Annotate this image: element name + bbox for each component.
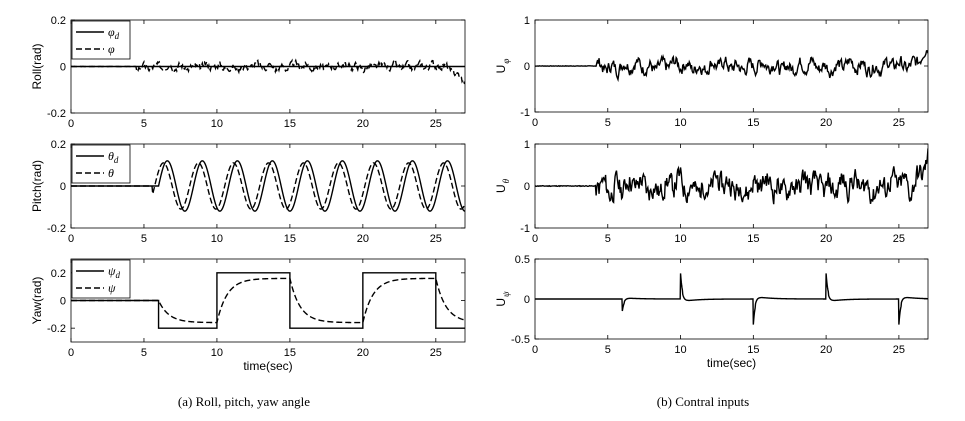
y-axis-label: Uφ: [494, 59, 511, 74]
legend-box: [71, 144, 131, 184]
y-tick-label: 1: [524, 15, 530, 27]
x-tick-label: 0: [532, 233, 538, 245]
series-line-1: [535, 49, 928, 83]
y-tick-label: 0: [524, 61, 530, 73]
x-tick-label: 0: [68, 347, 74, 359]
x-tick-label: 25: [893, 344, 905, 356]
x-axis-label: time(sec): [707, 356, 756, 370]
x-tick-label: 15: [284, 347, 296, 359]
x-tick-label: 25: [893, 117, 905, 129]
x-tick-label: 15: [747, 233, 759, 245]
x-tick-label: 15: [284, 233, 296, 245]
x-tick-label: 20: [820, 117, 832, 129]
legend-label: θd: [108, 149, 119, 165]
x-tick-label: 20: [357, 118, 369, 130]
x-tick-label: 15: [747, 344, 759, 356]
x-tick-label: 15: [747, 117, 759, 129]
y-tick-label: -1: [520, 223, 530, 235]
x-tick-label: 10: [211, 347, 223, 359]
x-tick-label: 10: [211, 233, 223, 245]
x-tick-label: 20: [820, 233, 832, 245]
x-tick-label: 0: [68, 118, 74, 130]
y-axis-label: Uψ: [494, 291, 511, 307]
series-line-1: [535, 273, 928, 325]
y-tick-label: -0.5: [511, 334, 530, 346]
y-tick-label: 0: [524, 181, 530, 193]
legend: φdφ: [71, 20, 131, 60]
y-axis-label: Roll(rad): [30, 43, 44, 89]
x-tick-label: 5: [141, 347, 147, 359]
y-tick-label: 0: [60, 181, 66, 193]
legend-label: ψ: [108, 281, 116, 295]
y-tick-label: 0: [524, 294, 530, 306]
x-tick-label: 5: [605, 344, 611, 356]
x-tick-label: 5: [141, 233, 147, 245]
legend-box: [71, 259, 131, 299]
x-tick-label: 20: [357, 347, 369, 359]
caption-a: (a) Roll, pitch, yaw angle: [178, 394, 310, 409]
x-tick-label: 25: [430, 347, 442, 359]
legend-label: φd: [108, 25, 120, 41]
y-tick-label: 0.2: [51, 268, 66, 280]
x-tick-label: 25: [430, 233, 442, 245]
x-tick-label: 5: [605, 233, 611, 245]
y-tick-label: -0.2: [47, 108, 66, 120]
series-line-1: [535, 148, 928, 205]
series-line-2: [71, 57, 465, 85]
x-tick-label: 5: [141, 118, 147, 130]
legend-box: [71, 20, 131, 60]
y-axis-label: Uθ: [494, 178, 511, 193]
series-line-2: [71, 277, 465, 324]
x-tick-label: 25: [430, 118, 442, 130]
y-tick-label: -0.2: [47, 223, 66, 235]
series-line-2: [71, 162, 465, 210]
x-tick-label: 20: [820, 344, 832, 356]
caption-b: (b) Contral inputs: [657, 394, 749, 409]
x-tick-label: 0: [532, 344, 538, 356]
y-tick-label: 0: [60, 296, 66, 308]
x-tick-label: 0: [532, 117, 538, 129]
x-tick-label: 5: [605, 117, 611, 129]
x-tick-label: 20: [357, 233, 369, 245]
x-tick-label: 10: [674, 117, 686, 129]
y-tick-label: 1: [524, 139, 530, 151]
y-tick-label: -0.2: [47, 323, 66, 335]
series-line-1: [71, 272, 465, 329]
y-tick-label: -1: [520, 107, 530, 119]
y-axis-label: Pitch(rad): [30, 160, 44, 212]
legend: θdθ: [71, 144, 131, 184]
y-tick-label: 0.5: [515, 254, 530, 266]
x-tick-label: 10: [211, 118, 223, 130]
x-tick-label: 10: [674, 344, 686, 356]
legend-label: θ: [108, 166, 114, 180]
y-axis-label: Yaw(rad): [30, 277, 44, 325]
x-tick-label: 0: [68, 233, 74, 245]
legend-label: φ: [108, 42, 115, 56]
y-tick-label: 0: [60, 62, 66, 74]
legend: ψdψ: [71, 259, 131, 299]
x-tick-label: 10: [674, 233, 686, 245]
x-axis-label: time(sec): [243, 359, 292, 373]
y-tick-label: 0.2: [51, 15, 66, 27]
y-tick-label: 0.2: [51, 139, 66, 151]
x-tick-label: 25: [893, 233, 905, 245]
x-tick-label: 15: [284, 118, 296, 130]
